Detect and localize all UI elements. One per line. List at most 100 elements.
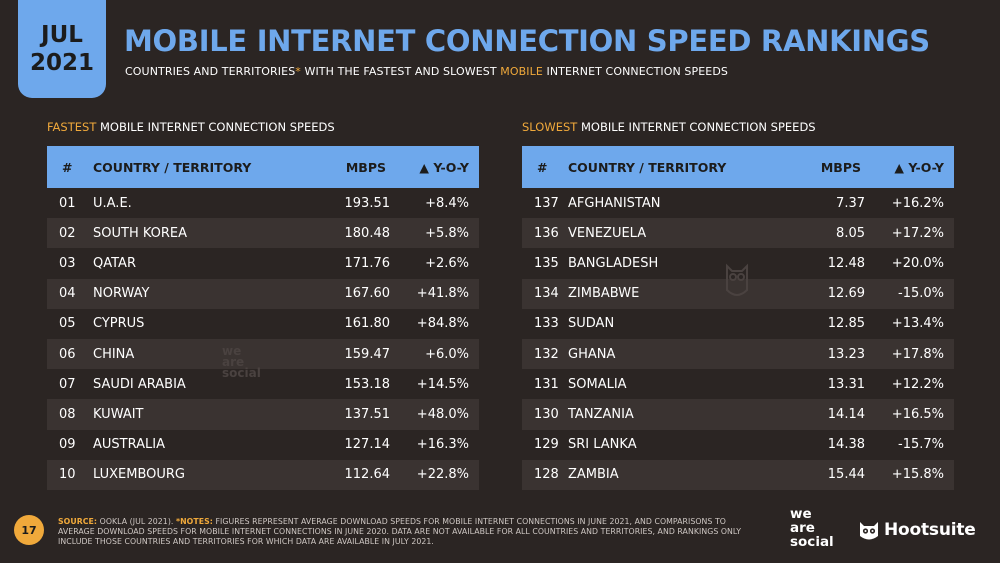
yoy-cell: +17.8% bbox=[891, 346, 944, 362]
watermark-line: we bbox=[222, 344, 242, 358]
rank-cell: 03 bbox=[59, 255, 76, 271]
mbps-cell: 12.48 bbox=[827, 255, 865, 271]
yoy-cell: +5.8% bbox=[425, 225, 469, 241]
yoy-cell: +14.5% bbox=[416, 376, 469, 392]
country-cell: CHINA bbox=[93, 346, 135, 362]
country-cell: ZAMBIA bbox=[568, 467, 619, 483]
rank-cell: 01 bbox=[59, 195, 76, 211]
mbps-cell: 15.44 bbox=[827, 467, 865, 483]
col-country-header: COUNTRY / TERRITORY bbox=[568, 159, 727, 175]
slowest-heading: SLOWEST MOBILE INTERNET CONNECTION SPEED… bbox=[522, 120, 816, 134]
fastest-heading-rest: MOBILE INTERNET CONNECTION SPEEDS bbox=[96, 120, 335, 134]
rank-cell: 04 bbox=[59, 286, 76, 302]
yoy-cell: +22.8% bbox=[416, 467, 469, 483]
country-cell: AFGHANISTAN bbox=[568, 195, 661, 211]
rank-cell: 07 bbox=[59, 376, 76, 392]
subtitle-part1: COUNTRIES AND TERRITORIES bbox=[125, 65, 296, 78]
table-row: 01 U.A.E. 193.51 +8.4% bbox=[47, 188, 479, 218]
rank-cell: 10 bbox=[59, 467, 76, 483]
mbps-cell: 13.23 bbox=[827, 346, 865, 362]
col-yoy-header: ▲ Y-O-Y bbox=[894, 159, 944, 175]
mbps-cell: 153.18 bbox=[344, 376, 391, 392]
col-yoy-header: ▲ Y-O-Y bbox=[419, 159, 469, 175]
mbps-cell: 193.51 bbox=[344, 195, 391, 211]
rank-cell: 128 bbox=[534, 467, 559, 483]
slowest-heading-accent: SLOWEST bbox=[522, 120, 578, 134]
table-body: 01 U.A.E. 193.51 +8.4% 02 SOUTH KOREA 180.48 +5… bbox=[47, 188, 479, 490]
table-row: 03 QATAR 171.76 +2.6% bbox=[47, 248, 479, 278]
rank-cell: 135 bbox=[534, 255, 559, 271]
country-cell: U.A.E. bbox=[93, 195, 132, 211]
source-label: SOURCE: bbox=[58, 517, 98, 526]
rank-cell: 137 bbox=[534, 195, 559, 211]
table-row: 04 NORWAY 167.60 +41.8% bbox=[47, 278, 479, 309]
fastest-table: # COUNTRY / TERRITORY MBPS ▲ Y-O-Y 01 U.A… bbox=[47, 146, 479, 490]
hootsuite-wordmark: Hootsuite bbox=[884, 520, 976, 540]
mbps-cell: 14.14 bbox=[827, 406, 865, 422]
yoy-cell: +2.6% bbox=[425, 255, 469, 271]
country-cell: QATAR bbox=[93, 255, 136, 271]
rank-cell: 134 bbox=[534, 286, 559, 302]
table-row: 136 VENEZUELA 8.05 +17.2% bbox=[522, 218, 954, 249]
mbps-cell: 7.37 bbox=[836, 195, 865, 211]
subtitle-asterisk: * bbox=[295, 65, 301, 78]
yoy-cell: +13.4% bbox=[891, 316, 944, 332]
date-badge: JUL 2021 bbox=[18, 0, 106, 98]
country-cell: NORWAY bbox=[93, 286, 150, 302]
table-row: 134 ZIMBABWE 12.69 -15.0% bbox=[522, 278, 954, 309]
yoy-cell: +20.0% bbox=[891, 255, 944, 271]
badge-year: 2021 bbox=[29, 50, 94, 76]
col-mbps-header: MBPS bbox=[820, 159, 861, 175]
rank-cell: 132 bbox=[534, 346, 559, 362]
subtitle-highlight: MOBILE bbox=[500, 65, 543, 78]
mbps-cell: 171.76 bbox=[344, 255, 391, 271]
country-cell: CYPRUS bbox=[93, 316, 145, 332]
mbps-cell: 12.85 bbox=[827, 316, 865, 332]
table-row: 06 CHINA 159.47 +6.0% bbox=[47, 338, 479, 370]
table-row: 02 SOUTH KOREA 180.48 +5.8% bbox=[47, 218, 479, 249]
yoy-cell: -15.7% bbox=[898, 437, 944, 453]
country-cell: AUSTRALIA bbox=[93, 437, 165, 453]
country-cell: SAUDI ARABIA bbox=[93, 376, 186, 392]
country-cell: GHANA bbox=[568, 346, 616, 362]
mbps-cell: 12.69 bbox=[827, 286, 865, 302]
page-subtitle: COUNTRIES AND TERRITORIES* WITH THE FAST… bbox=[125, 65, 728, 78]
we-are-social-watermark: we are social bbox=[222, 344, 261, 379]
page-number: 17 bbox=[14, 515, 44, 545]
country-cell: KUWAIT bbox=[93, 406, 144, 422]
table-row: 135 BANGLADESH 12.48 +20.0% bbox=[522, 248, 954, 278]
fastest-heading: FASTEST MOBILE INTERNET CONNECTION SPEED… bbox=[47, 120, 335, 134]
yoy-cell: +41.8% bbox=[416, 286, 469, 302]
mbps-cell: 159.47 bbox=[344, 346, 391, 362]
col-rank-header: # bbox=[537, 159, 548, 175]
hootsuite-logo: Hootsuite bbox=[858, 519, 976, 541]
country-cell: BANGLADESH bbox=[568, 255, 659, 271]
col-country-header: COUNTRY / TERRITORY bbox=[93, 159, 252, 175]
table-header: # COUNTRY / TERRITORY MBPS ▲ Y-O-Y bbox=[47, 146, 479, 188]
badge-month: JUL bbox=[41, 22, 83, 48]
logo-line: social bbox=[790, 534, 834, 550]
rank-cell: 06 bbox=[59, 346, 76, 362]
table-row: 05 CYPRUS 161.80 +84.8% bbox=[47, 309, 479, 339]
rank-cell: 136 bbox=[534, 225, 559, 241]
yoy-cell: +48.0% bbox=[416, 406, 469, 422]
yoy-cell: +16.5% bbox=[891, 406, 944, 422]
country-cell: SUDAN bbox=[568, 316, 615, 332]
country-cell: VENEZUELA bbox=[568, 225, 647, 241]
table-row: 128 ZAMBIA 15.44 +15.8% bbox=[522, 459, 954, 490]
page-title: MOBILE INTERNET CONNECTION SPEED RANKING… bbox=[124, 24, 930, 58]
mbps-cell: 127.14 bbox=[344, 437, 391, 453]
rank-cell: 09 bbox=[59, 437, 76, 453]
rank-cell: 130 bbox=[534, 406, 559, 422]
rank-cell: 05 bbox=[59, 316, 76, 332]
slowest-table: # COUNTRY / TERRITORY MBPS ▲ Y-O-Y 137 AF… bbox=[522, 146, 954, 490]
table-row: 132 GHANA 13.23 +17.8% bbox=[522, 338, 954, 370]
mbps-cell: 13.31 bbox=[827, 376, 865, 392]
country-cell: ZIMBABWE bbox=[568, 286, 640, 302]
mbps-cell: 161.80 bbox=[344, 316, 391, 332]
owl-icon bbox=[860, 522, 878, 540]
yoy-cell: +16.3% bbox=[416, 437, 469, 453]
country-cell: SOMALIA bbox=[568, 376, 627, 392]
rank-cell: 08 bbox=[59, 406, 76, 422]
rank-cell: 129 bbox=[534, 437, 559, 453]
